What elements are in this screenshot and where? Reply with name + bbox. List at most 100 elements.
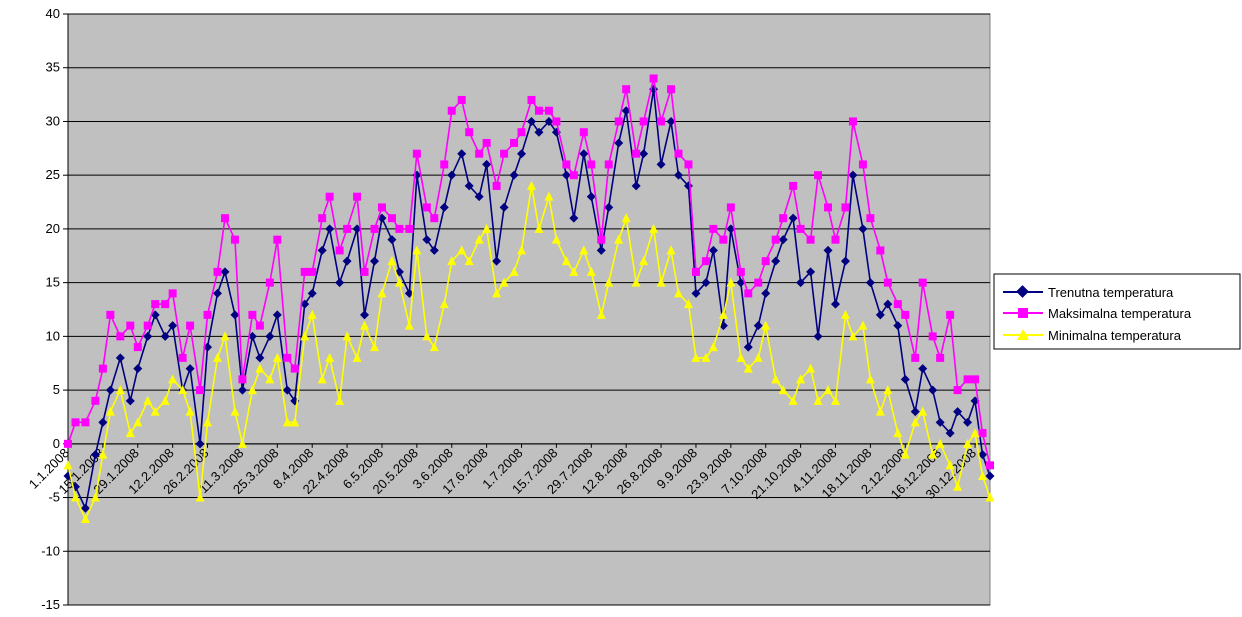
data-point-diamond <box>691 288 701 298</box>
y-tick-label: 40 <box>46 6 60 21</box>
data-point-diamond <box>307 288 317 298</box>
data-point-diamond <box>474 192 484 202</box>
data-point-square <box>562 160 571 169</box>
data-point-square <box>318 214 327 223</box>
data-point-triangle <box>422 331 432 341</box>
data-point-square <box>597 235 606 244</box>
plot-background <box>67 13 991 606</box>
data-point-square <box>143 321 152 330</box>
data-point-diamond <box>133 364 143 374</box>
data-point-triangle <box>213 352 223 362</box>
data-point-diamond <box>335 278 345 288</box>
data-point-square <box>387 214 396 223</box>
data-point-diamond <box>317 245 327 255</box>
data-point-triangle <box>823 385 833 395</box>
data-point-triangle <box>865 374 875 384</box>
data-point-diamond <box>325 224 335 234</box>
data-point-square <box>953 386 962 395</box>
data-point-diamond <box>213 288 223 298</box>
data-point-diamond <box>439 202 449 212</box>
data-point-triangle <box>125 428 135 438</box>
data-point-triangle <box>526 180 536 190</box>
data-point-triangle <box>499 277 509 287</box>
data-point-triangle <box>858 320 868 330</box>
data-point-square <box>726 203 735 212</box>
data-point-diamond <box>300 299 310 309</box>
data-point-triangle <box>963 438 973 448</box>
data-point-square <box>622 85 631 94</box>
y-tick-label: 20 <box>46 221 60 236</box>
data-point-diamond <box>387 235 397 245</box>
data-point-square <box>986 461 994 470</box>
data-point-diamond <box>778 235 788 245</box>
plot-area: -15-10-505101520253035401.1.200815.1.200… <box>26 6 995 612</box>
data-point-square <box>265 278 274 287</box>
data-point-square <box>510 138 519 147</box>
data-point-triangle <box>509 266 519 276</box>
data-point-square <box>178 353 187 362</box>
data-point-square <box>883 278 892 287</box>
data-point-square <box>255 321 264 330</box>
data-point-triangle <box>788 395 798 405</box>
data-point-diamond <box>115 353 125 363</box>
data-point-square <box>238 375 247 384</box>
data-point-square <box>911 353 920 362</box>
data-point-triangle <box>105 406 115 416</box>
data-point-square <box>465 128 474 137</box>
data-point-triangle <box>579 245 589 255</box>
data-point-square <box>552 117 561 126</box>
data-point-square <box>151 300 160 309</box>
data-point-triangle <box>80 514 90 524</box>
data-point-diamond <box>858 224 868 234</box>
data-point-diamond <box>255 353 265 363</box>
data-point-diamond <box>656 159 666 169</box>
data-point-triangle <box>282 417 292 427</box>
data-point-triangle <box>517 245 527 255</box>
data-point-square <box>928 332 937 341</box>
data-point-square <box>719 235 728 244</box>
data-point-square <box>831 235 840 244</box>
data-point-square <box>213 267 222 276</box>
data-point-diamond <box>429 245 439 255</box>
data-point-diamond <box>604 202 614 212</box>
data-point-square <box>796 224 805 233</box>
data-point-square <box>457 95 466 104</box>
data-point-triangle <box>621 213 631 223</box>
data-point-diamond <box>753 321 763 331</box>
data-point-square <box>168 289 177 298</box>
data-point-triangle <box>90 492 100 502</box>
data-point-square <box>779 214 788 223</box>
data-point-diamond <box>517 149 527 159</box>
data-point-square <box>963 375 972 384</box>
data-point-square <box>370 224 379 233</box>
data-point-square <box>412 149 421 158</box>
data-point-square <box>353 192 362 201</box>
data-point-triangle <box>474 234 484 244</box>
data-point-triangle <box>614 234 624 244</box>
data-point-triangle <box>649 223 659 233</box>
data-point-triangle <box>918 406 928 416</box>
legend-triangle-marker <box>1017 329 1029 340</box>
data-point-square <box>300 267 309 276</box>
data-point-diamond <box>813 331 823 341</box>
data-point-square <box>81 418 90 427</box>
data-point-diamond <box>195 439 205 449</box>
data-point-square <box>343 224 352 233</box>
data-point-triangle <box>978 471 988 481</box>
legend-entry-maksimalna: Maksimalna temperatura <box>1003 306 1192 321</box>
data-point-triangle <box>160 395 170 405</box>
data-point-triangle <box>778 385 788 395</box>
data-point-diamond <box>185 364 195 374</box>
data-point-square <box>946 310 955 319</box>
data-point-diamond <box>848 170 858 180</box>
data-point-diamond <box>457 149 467 159</box>
data-point-diamond <box>631 181 641 191</box>
data-point-square <box>335 246 344 255</box>
data-point-square <box>482 138 491 147</box>
data-point-square <box>587 160 596 169</box>
data-point-triangle <box>656 277 666 287</box>
data-point-triangle <box>985 492 995 502</box>
data-point-diamond <box>272 310 282 320</box>
